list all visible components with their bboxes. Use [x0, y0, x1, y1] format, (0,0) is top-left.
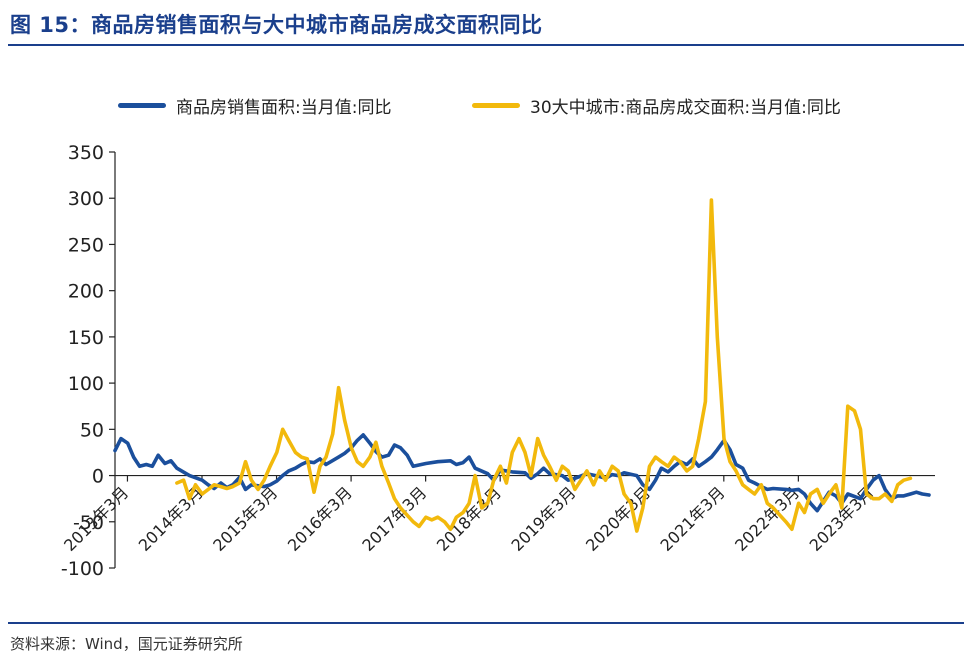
y-tick-label: 250: [68, 234, 104, 256]
y-tick-label: 300: [68, 188, 104, 210]
source-note: 资料来源：Wind，国元证券研究所: [10, 635, 243, 653]
y-tick-label: -100: [61, 558, 104, 580]
y-tick-label: 100: [68, 373, 104, 395]
series-layer: [113, 198, 931, 533]
legend-swatch-sales-area: [118, 103, 166, 108]
x-tick-label: 2022年3月: [731, 483, 803, 555]
y-tick-label: 0: [92, 466, 104, 488]
x-tick-label: 2015年3月: [209, 483, 281, 555]
y-tick-label: 350: [68, 142, 104, 164]
x-tick-label: 2013年3月: [60, 483, 132, 555]
legend-item-sales-area: 商品房销售面积:当月值:同比: [118, 93, 391, 118]
figure-title: 图 15：商品房销售面积与大中城市商品房成交面积同比: [10, 13, 543, 37]
x-tick-label: 2018年3月: [433, 483, 505, 555]
series-line-30-cities: [175, 198, 913, 533]
x-tick-label: 2014年3月: [135, 483, 207, 555]
source-rule: [8, 622, 964, 624]
x-axis: 2013年3月 2014年3月 2015年3月 2016年3月 2017年3月 2018年…: [60, 474, 935, 555]
y-tick-label: 150: [68, 327, 104, 349]
y-tick-label: -50: [73, 512, 104, 534]
x-tick-label: 2021年3月: [657, 483, 729, 555]
y-axis: -100 -50 0 50 100 150 200 250 300 350: [61, 142, 116, 580]
legend-label-30-cities: 30大中城市:商品房成交面积:当月值:同比: [530, 98, 841, 118]
x-tick-label: 2016年3月: [284, 483, 356, 555]
legend-swatch-30-cities: [472, 103, 520, 108]
series-line-sales-area: [113, 433, 931, 513]
title-rule: [8, 44, 964, 46]
legend-item-30-cities: 30大中城市:商品房成交面积:当月值:同比: [472, 93, 841, 118]
x-tick-label: 2019年3月: [507, 483, 579, 555]
y-tick-label: 50: [80, 419, 104, 441]
legend-label-sales-area: 商品房销售面积:当月值:同比: [176, 98, 392, 118]
y-tick-label: 200: [68, 281, 104, 303]
